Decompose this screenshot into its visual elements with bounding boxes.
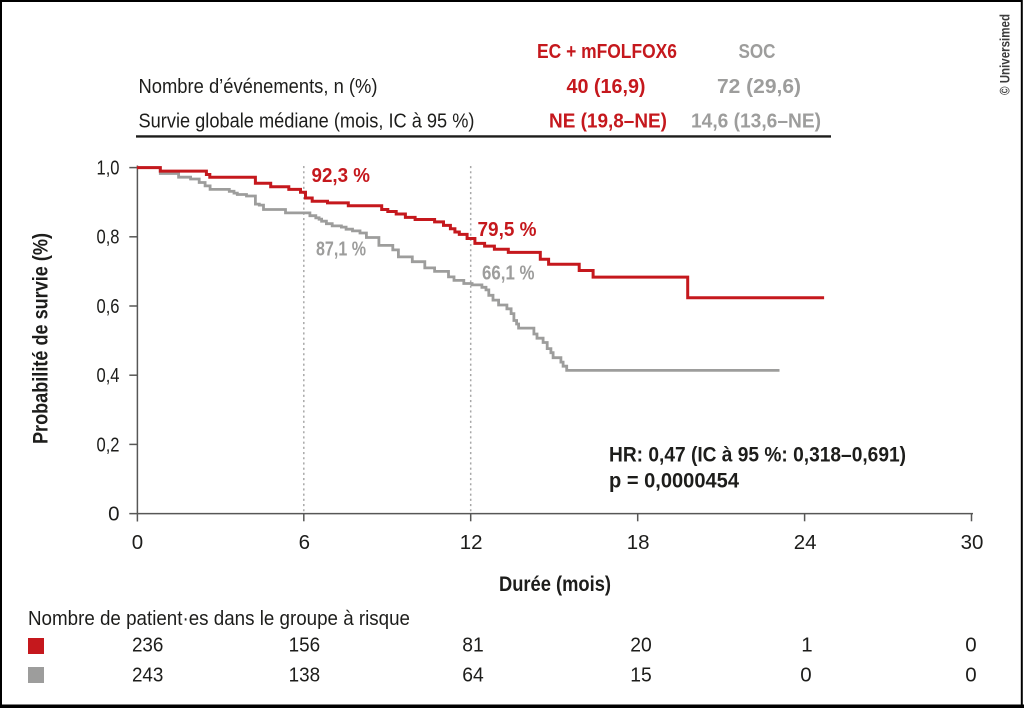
svg-text:0,4: 0,4 xyxy=(97,364,120,387)
svg-text:Nombre d’événements, n (%): Nombre d’événements, n (%) xyxy=(139,75,378,98)
svg-text:156: 156 xyxy=(289,633,321,656)
svg-text:p = 0,0000454: p = 0,0000454 xyxy=(609,468,739,492)
svg-text:66,1 %: 66,1 % xyxy=(482,262,535,285)
svg-text:SOC: SOC xyxy=(739,41,776,63)
svg-text:12: 12 xyxy=(460,531,483,554)
svg-text:24: 24 xyxy=(794,531,817,554)
svg-text:0: 0 xyxy=(132,531,143,554)
svg-text:81: 81 xyxy=(462,633,484,656)
svg-text:87,1 %: 87,1 % xyxy=(316,237,366,260)
svg-text:79,5 %: 79,5 % xyxy=(478,218,537,241)
svg-text:92,3 %: 92,3 % xyxy=(312,164,371,187)
svg-text:0,6: 0,6 xyxy=(97,295,120,318)
svg-text:15: 15 xyxy=(630,664,652,687)
svg-text:64: 64 xyxy=(462,664,484,687)
svg-text:243: 243 xyxy=(132,664,164,687)
svg-text:20: 20 xyxy=(630,633,652,656)
svg-text:6: 6 xyxy=(299,531,310,554)
svg-text:NE (19,8–NE): NE (19,8–NE) xyxy=(549,110,667,132)
svg-text:Survie globale médiane (mois,: Survie globale médiane (mois, IC à 95 %) xyxy=(139,109,475,132)
svg-text:HR: 0,47 (IC à 95 %: 0,318–0,6: HR: 0,47 (IC à 95 %: 0,318–0,691) xyxy=(609,442,906,466)
svg-text:236: 236 xyxy=(132,633,164,656)
svg-text:18: 18 xyxy=(627,531,650,554)
svg-text:30: 30 xyxy=(961,531,984,554)
svg-text:0: 0 xyxy=(108,503,119,526)
svg-text:Durée (mois): Durée (mois) xyxy=(499,572,611,596)
svg-text:© Universimed: © Universimed xyxy=(997,14,1012,95)
svg-text:14,6 (13,6–NE): 14,6 (13,6–NE) xyxy=(691,110,821,132)
svg-text:0: 0 xyxy=(965,633,976,656)
svg-text:Probabilité de survie (%): Probabilité de survie (%) xyxy=(29,233,53,444)
svg-text:1,0: 1,0 xyxy=(97,157,120,180)
svg-text:138: 138 xyxy=(289,664,321,687)
svg-text:Nombre de patient·es dans le g: Nombre de patient·es dans le groupe à ri… xyxy=(28,607,410,630)
svg-text:0: 0 xyxy=(800,664,811,687)
svg-text:0,2: 0,2 xyxy=(97,433,120,456)
svg-text:0: 0 xyxy=(965,664,976,687)
svg-text:40 (16,9): 40 (16,9) xyxy=(567,76,646,98)
svg-text:0,8: 0,8 xyxy=(97,226,120,249)
svg-text:1: 1 xyxy=(801,633,812,656)
svg-text:EC + mFOLFOX6: EC + mFOLFOX6 xyxy=(537,41,677,63)
svg-text:72 (29,6): 72 (29,6) xyxy=(717,76,801,98)
